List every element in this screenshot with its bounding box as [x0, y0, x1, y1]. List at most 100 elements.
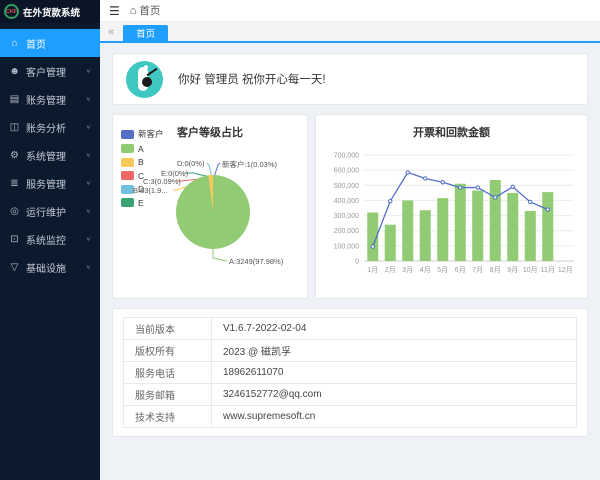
info-label: 服务电话: [123, 361, 212, 384]
page-content: 你好 管理员 祝你开心每一天! 客户等级占比 新客户 A B C D E: [100, 43, 600, 480]
svg-text:300,000: 300,000: [334, 213, 359, 220]
pie-legend: 新客户 A B C D E: [121, 128, 164, 208]
app-title: 在外货款系统: [23, 7, 81, 19]
table-row: 服务邮箱 3246152772@qq.com: [123, 383, 577, 406]
pie-legend-item[interactable]: E: [121, 198, 164, 208]
legend-label: 新客户: [138, 129, 164, 139]
sidebar-item-billing[interactable]: ▤ 账务管理 ∨: [0, 85, 100, 113]
sidebar-item-system-management[interactable]: ⚙ 系统管理 ∨: [0, 141, 100, 169]
avatar: [126, 60, 163, 98]
sidebar: CKF 在外货款系统 ⌂ 首页 ☻ 客户管理 ∨ ▤ 账务管理 ∨ ◫ 账务分析…: [0, 0, 100, 480]
funnel-icon: ▽: [10, 261, 19, 273]
billing-icon: ▤: [9, 93, 20, 105]
bar-chart-svg: 700,000 600,000 500,000 400,000 300,000 200,0…: [334, 153, 574, 274]
table-row: 技术支持 www.supremesoft.cn: [123, 405, 577, 428]
legend-label: D: [138, 184, 145, 194]
sidebar-item-billing-analysis[interactable]: ◫ 账务分析 ∨: [0, 113, 100, 141]
svg-text:200,000: 200,000: [334, 228, 359, 235]
legend-swatch: [121, 144, 134, 153]
sidebar-item-label: 客户管理: [26, 67, 66, 79]
info-value: 2023 @ 磁凯孚: [211, 339, 577, 362]
analysis-icon: ◫: [9, 121, 20, 133]
pie-chart: [176, 175, 250, 249]
bar-chart-title: 开票和回款金额: [413, 127, 490, 139]
breadcrumb-label: 首页: [139, 5, 161, 17]
legend-swatch: [121, 171, 134, 180]
pie-legend-item[interactable]: D: [121, 184, 164, 194]
info-value: www.supremesoft.cn: [211, 405, 577, 428]
list-icon: ≣: [10, 177, 19, 189]
app-logo-row: CKF 在外货款系统: [0, 0, 100, 23]
pie-legend-item[interactable]: 新客户: [121, 128, 164, 140]
sidebar-item-customers[interactable]: ☻ 客户管理 ∨: [0, 57, 100, 85]
breadcrumb[interactable]: ⌂ 首页: [130, 3, 161, 18]
info-value: V1.6.7-2022-02-04: [211, 317, 577, 340]
gear-icon: ⚙: [10, 149, 19, 161]
topbar: ☰ ⌂ 首页: [100, 0, 600, 22]
svg-text:400,000: 400,000: [334, 198, 359, 205]
pie-chart-card: 客户等级占比 新客户 A B C D E: [112, 114, 308, 299]
svg-text:3月: 3月: [402, 266, 413, 274]
sidebar-item-monitoring[interactable]: ⊡ 系统监控 ∨: [0, 225, 100, 253]
chevron-down-icon: ∨: [85, 236, 91, 242]
sidebar-item-label: 运行维护: [26, 207, 66, 219]
pie-slice-label-new-customer: 新客户:1(0.03%): [222, 160, 278, 169]
svg-text:12月: 12月: [558, 266, 573, 274]
svg-text:9月: 9月: [507, 266, 518, 274]
tab-home[interactable]: 首页: [123, 25, 169, 41]
chevron-down-icon: ∨: [85, 264, 91, 270]
system-info-table: 当前版本 V1.6.7-2022-02-04 版权所有 2023 @ 磁凯孚 服…: [123, 317, 577, 428]
chevron-down-icon: ∨: [85, 68, 91, 74]
pie-chart-title: 客户等级占比: [177, 127, 243, 139]
svg-text:5月: 5月: [437, 266, 448, 274]
sidebar-item-home[interactable]: ⌂ 首页: [0, 29, 100, 57]
svg-text:2月: 2月: [385, 266, 396, 274]
svg-text:8月: 8月: [490, 266, 501, 274]
tab-bar: « 首页: [100, 22, 600, 43]
chevron-down-icon: ∨: [85, 124, 91, 130]
chevron-down-icon: ∨: [85, 208, 91, 214]
table-row: 服务电话 18962611070: [123, 361, 577, 384]
sidebar-item-operations[interactable]: ◎ 运行维护 ∨: [0, 197, 100, 225]
svg-text:600,000: 600,000: [334, 168, 359, 175]
system-info-card: 当前版本 V1.6.7-2022-02-04 版权所有 2023 @ 磁凯孚 服…: [112, 308, 588, 437]
pie-legend-item[interactable]: C: [121, 171, 164, 181]
greeting-text: 你好 管理员 祝你开心每一天!: [178, 74, 326, 86]
info-label: 技术支持: [123, 405, 212, 428]
sidebar-item-label: 账务分析: [26, 123, 66, 135]
svg-text:4月: 4月: [420, 266, 431, 274]
info-value: 3246152772@qq.com: [211, 383, 577, 406]
pie-slice-label-a: A:3249(97.98%): [229, 257, 284, 266]
pie-slice-label-b: B:63(1.9...: [133, 186, 168, 195]
monitor-icon: ⊡: [10, 233, 19, 245]
legend-swatch: [121, 129, 134, 139]
sidebar-item-infrastructure[interactable]: ▽ 基础设施 ∨: [0, 253, 100, 281]
sidebar-item-label: 首页: [26, 39, 46, 51]
pie-slice-label-c: C:3(0.09%): [143, 177, 181, 186]
pie-slice-label-d: D:0(0%): [177, 159, 205, 168]
breadcrumb-home-icon: ⌂: [129, 4, 137, 17]
legend-swatch: [121, 157, 134, 167]
chevron-down-icon: ∨: [85, 96, 91, 102]
sidebar-item-label: 服务管理: [26, 179, 66, 191]
chevron-down-icon: ∨: [85, 152, 91, 158]
info-label: 服务邮箱: [123, 383, 212, 406]
svg-text:10月: 10月: [523, 266, 538, 274]
svg-text:700,000: 700,000: [334, 153, 359, 160]
sidebar-item-label: 系统管理: [26, 151, 66, 163]
main-area: ☰ ⌂ 首页 « 首页 你好 管理员 祝你开心每一天! 客户等级占比 新客户 A…: [100, 0, 600, 480]
pie-legend-item[interactable]: B: [121, 157, 164, 167]
home-icon: ⌂: [11, 37, 18, 49]
pie-legend-item[interactable]: A: [121, 144, 164, 154]
svg-text:100,000: 100,000: [334, 243, 359, 250]
svg-text:500,000: 500,000: [334, 183, 359, 190]
sidebar-item-service-management[interactable]: ≣ 服务管理 ∨: [0, 169, 100, 197]
hamburger-menu-icon[interactable]: ☰: [109, 3, 120, 18]
legend-swatch: [121, 184, 134, 194]
info-label: 版权所有: [123, 339, 212, 362]
sidebar-item-label: 基础设施: [26, 263, 66, 275]
legend-label: E: [138, 197, 144, 208]
greeting-card: 你好 管理员 祝你开心每一天!: [112, 53, 588, 105]
collapse-tabs-icon[interactable]: «: [108, 25, 115, 38]
svg-text:7月: 7月: [472, 266, 483, 274]
